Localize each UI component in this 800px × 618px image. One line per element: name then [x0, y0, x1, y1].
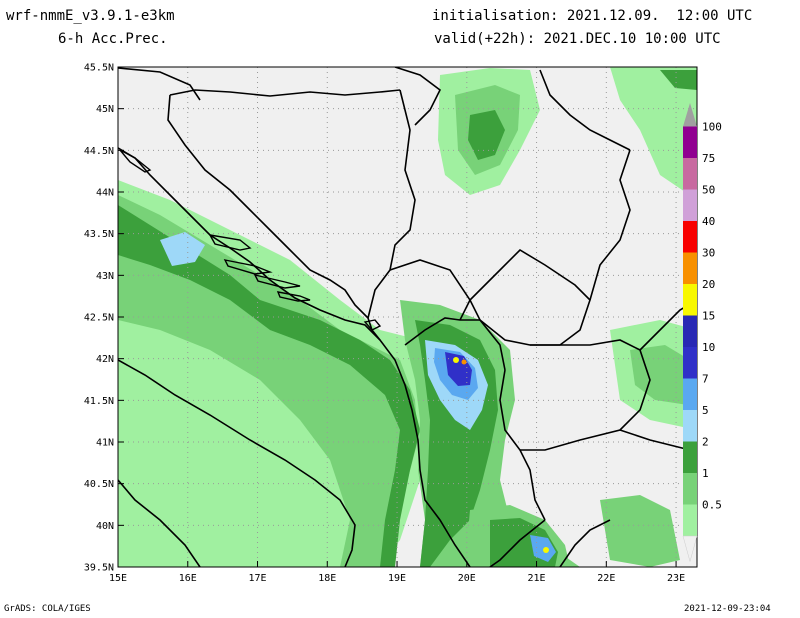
legend-level-label: 20 — [702, 278, 715, 291]
border-kosovo — [469, 248, 591, 346]
initialisation-time: initialisation: 2021.12.09. 12:00 UTC — [432, 8, 753, 24]
legend-swatch — [683, 473, 697, 505]
lat-tick-label: 44.5N — [84, 146, 114, 157]
border-slovenia-croatia — [118, 67, 201, 101]
legend-swatch — [683, 441, 697, 473]
precipitation-map: 15E 16E 17E 18E 19E 20E 21E 22E 23E 45.5N 45N 44.5… — [84, 63, 722, 585]
legend-swatch — [683, 158, 697, 190]
island-1 — [119, 149, 152, 173]
lon-tick-label: 19E — [388, 573, 406, 584]
map-grid — [118, 67, 697, 567]
legend-level-label: 50 — [702, 184, 715, 197]
lon-tick-label: 23E — [667, 573, 685, 584]
border-serbia-hungary — [394, 67, 442, 126]
precip-area-se — [600, 495, 680, 567]
precip-max-orange — [461, 359, 467, 365]
legend-swatch — [683, 189, 697, 221]
border-greece-albania — [489, 519, 546, 567]
model-title: wrf-nmmE_v3.9.1-e3km — [6, 8, 175, 24]
island-5 — [276, 291, 311, 302]
border-macedonia — [520, 339, 651, 451]
precip-max-yellow — [453, 357, 459, 363]
lat-tick-label: 42N — [96, 354, 114, 365]
lon-tick-label: 17E — [248, 573, 266, 584]
border-croatia-bosnia-west — [167, 94, 369, 319]
precip-area-east-inner — [630, 345, 690, 405]
legend-swatch — [683, 284, 697, 316]
legend-swatch — [683, 221, 697, 253]
lon-tick-label: 20E — [458, 573, 476, 584]
precip-area-adriatic-inner — [118, 195, 418, 567]
precip-area-bosnia-blue — [160, 232, 205, 266]
island-4 — [253, 273, 301, 289]
legend-arrow-top — [683, 103, 697, 127]
precip-area-ne — [610, 67, 697, 200]
legend-swatch — [683, 410, 697, 442]
island-6 — [363, 319, 382, 331]
island-3 — [223, 259, 273, 275]
footer-timestamp: 2021-12-09-23:04 — [684, 604, 771, 614]
lon-tick-label: 21E — [528, 573, 546, 584]
lat-tick-label: 44N — [96, 188, 114, 199]
precip-area-ne-inner — [660, 70, 697, 90]
legend-level-label: 5 — [702, 404, 709, 417]
precip-area-south-blue — [530, 535, 556, 562]
lat-tick-label: 43N — [96, 271, 114, 282]
coastline-adriatic-east — [118, 147, 471, 567]
lon-tick-label: 18E — [318, 573, 336, 584]
coastline-italy-heel — [118, 479, 201, 567]
border-serbia-bulgaria — [589, 149, 631, 301]
legend-level-label: 15 — [702, 310, 715, 323]
lat-tick-label: 41.5N — [84, 396, 114, 407]
lat-tick-label: 40.5N — [84, 479, 114, 490]
legend-level-label: 100 — [702, 121, 722, 134]
legend-level-label: 75 — [702, 152, 715, 165]
lat-tick-label: 45N — [96, 104, 114, 115]
variable-title: 6-h Acc.Prec. — [58, 31, 168, 47]
border-bosnia-serbia — [367, 89, 416, 319]
lon-axis: 15E 16E 17E 18E 19E 20E 21E 22E 23E — [109, 573, 685, 584]
precip-fields — [118, 67, 697, 567]
border-montenegro-serbia — [389, 259, 471, 321]
islands — [119, 149, 382, 331]
border-albania-north — [404, 317, 506, 371]
legend-level-label: 0.5 — [702, 499, 722, 512]
legend-level-label: 2 — [702, 436, 709, 449]
legend-level-label: 1 — [702, 467, 709, 480]
coastline-italy — [118, 359, 356, 567]
legend-level-label: 10 — [702, 341, 715, 354]
precip-area-coast — [118, 205, 420, 567]
border-croatia-bosnia-north — [169, 89, 401, 97]
lat-axis: 45.5N 45N 44.5N 44N 43.5N 43N 42.5N 42N 41.5N 41N… — [84, 63, 114, 574]
lat-tick-label: 43.5N — [84, 229, 114, 240]
lon-tick-label: 16E — [179, 573, 197, 584]
lon-tick-label: 15E — [109, 573, 127, 584]
lat-tick-label: 45.5N — [84, 63, 114, 74]
legend-arrow-bottom — [682, 535, 698, 563]
precip-max-south — [543, 547, 549, 553]
valid-time: valid(+22h): 2021.DEC.10 10:00 UTC — [434, 31, 721, 47]
legend-swatch — [683, 126, 697, 158]
legend-swatch — [683, 252, 697, 284]
island-2 — [208, 234, 252, 251]
legend-level-label: 30 — [702, 247, 715, 260]
border-serbia-romania — [539, 69, 631, 151]
footer-credit: GrADS: COLA/IGES — [4, 604, 91, 614]
legend-level-label: 40 — [702, 215, 715, 228]
legend-level-label: 7 — [702, 373, 709, 386]
coastline-greece-west — [559, 519, 611, 567]
map-borders — [118, 67, 697, 567]
legend-swatch — [683, 347, 697, 379]
legend-swatch — [683, 378, 697, 410]
legend-swatch — [683, 315, 697, 347]
lat-tick-label: 41N — [96, 438, 114, 449]
precip-area-north-core — [468, 110, 505, 160]
lat-tick-label: 39.5N — [84, 563, 114, 574]
lat-tick-label: 42.5N — [84, 313, 114, 324]
lat-tick-label: 40N — [96, 521, 114, 532]
lon-tick-label: 22E — [597, 573, 615, 584]
axis-ticks — [117, 66, 677, 568]
legend-swatch — [683, 504, 697, 536]
